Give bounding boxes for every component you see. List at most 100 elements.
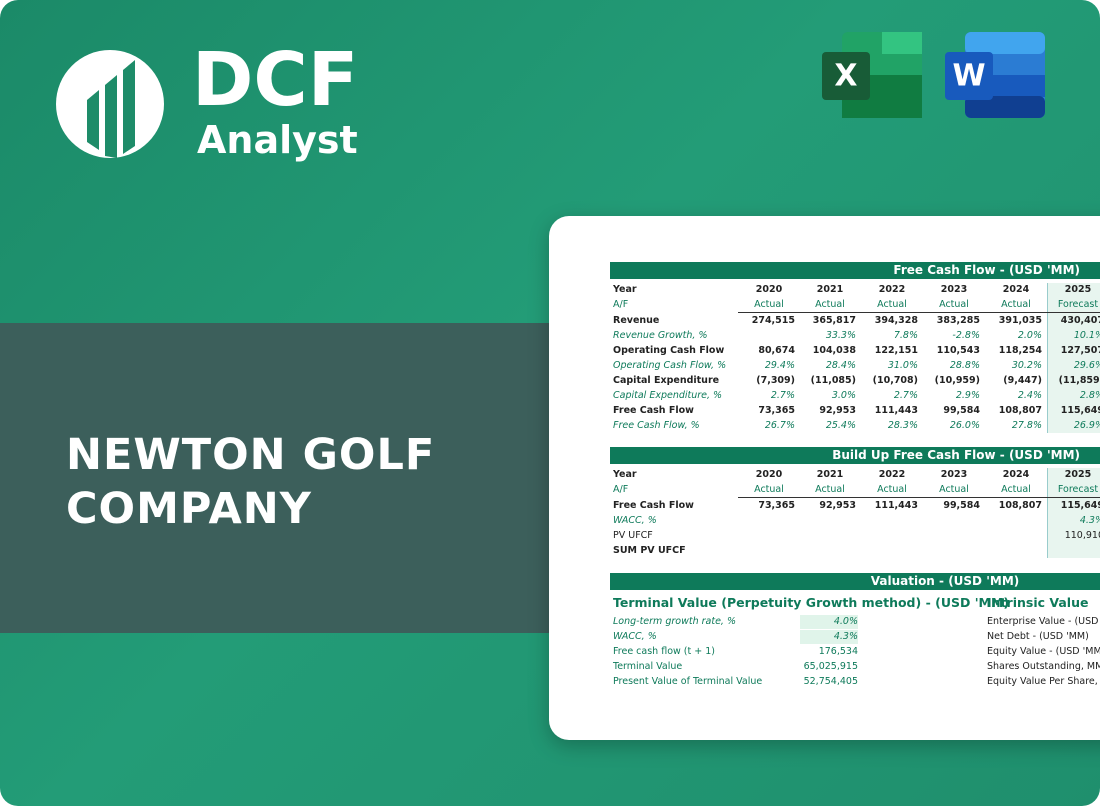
cell-value: 110,910 xyxy=(1064,530,1100,541)
section-title: Free Cash Flow - (USD 'MM) xyxy=(893,263,1080,277)
cell-value: 73,365 xyxy=(758,500,795,511)
year-header: 2023 xyxy=(940,284,968,295)
logo-mark xyxy=(56,50,164,158)
af-header: Actual xyxy=(861,483,923,498)
row-value: 52,754,405 xyxy=(803,676,858,687)
forecast-shade xyxy=(1047,283,1100,433)
year-header: 2023 xyxy=(940,469,968,480)
row-label: A/F xyxy=(613,299,629,310)
cell-value: 127,507 xyxy=(1060,345,1100,356)
cell-value: 2.9% xyxy=(955,390,980,401)
cell-value: 28.3% xyxy=(887,420,918,431)
brand-tagline: Analyst xyxy=(197,118,358,162)
af-header: Forecast xyxy=(1047,483,1100,498)
cell-value: 365,817 xyxy=(812,315,856,326)
cell-value: 108,807 xyxy=(998,500,1042,511)
row-label: SUM PV UFCF xyxy=(613,545,686,556)
year-header: 2022 xyxy=(878,469,906,480)
cell-value: 108,807 xyxy=(998,405,1042,416)
row-label: Net Debt - (USD 'MM) xyxy=(987,631,1089,642)
row-label: Capital Expenditure, % xyxy=(613,390,723,401)
af-header: Actual xyxy=(738,298,800,313)
cell-value: (10,959) xyxy=(934,375,980,386)
row-label: Shares Outstanding, MM xyxy=(987,661,1100,672)
cell-value: 2.7% xyxy=(770,390,795,401)
cell-value: 28.4% xyxy=(825,360,856,371)
af-header: Actual xyxy=(861,298,923,313)
cell-value: 29.6% xyxy=(1073,360,1100,371)
company-line: COMPANY xyxy=(66,484,312,534)
cell-value: (7,309) xyxy=(756,375,795,386)
af-header: Actual xyxy=(799,298,861,313)
cell-value: 27.8% xyxy=(1011,420,1042,431)
row-label: A/F xyxy=(613,484,629,495)
cell-value: 99,584 xyxy=(943,500,980,511)
section-title: Valuation - (USD 'MM) xyxy=(870,574,1020,588)
cell-value: 30.2% xyxy=(1011,360,1042,371)
section-bar xyxy=(610,447,1100,464)
row-value: 4.3% xyxy=(800,630,858,644)
row-label: Equity Value - (USD 'MM) xyxy=(987,646,1100,657)
year-header: 2021 xyxy=(816,469,844,480)
year-header: 2022 xyxy=(878,284,906,295)
row-label: Revenue xyxy=(613,315,660,326)
cell-value: 7.8% xyxy=(893,330,918,341)
cell-value: 110,543 xyxy=(936,345,980,356)
row-label: Free cash flow (t + 1) xyxy=(613,646,715,657)
year-header: 2020 xyxy=(755,284,783,295)
row-label: Free Cash Flow xyxy=(613,405,694,416)
af-header: Actual xyxy=(738,483,800,498)
cell-value: 104,038 xyxy=(812,345,856,356)
row-label: Long-term growth rate, % xyxy=(613,616,736,627)
cell-value: (9,447) xyxy=(1003,375,1042,386)
af-header: Forecast xyxy=(1047,298,1100,313)
row-label: Year xyxy=(613,469,637,480)
year-header: 2025 xyxy=(1064,469,1092,480)
row-label: Revenue Growth, % xyxy=(613,330,708,341)
row-value: 176,534 xyxy=(818,646,858,657)
cell-value: (10,708) xyxy=(872,375,918,386)
section-bar xyxy=(610,573,1100,590)
cell-value: 25.4% xyxy=(825,420,856,431)
row-label: Terminal Value xyxy=(613,661,683,672)
cell-value: 118,254 xyxy=(998,345,1042,356)
cell-value: 26.9% xyxy=(1073,420,1100,431)
word-letter: W xyxy=(952,59,985,94)
cell-value: 29.4% xyxy=(764,360,795,371)
cell-value: 31.0% xyxy=(887,360,918,371)
cell-value: (11,085) xyxy=(810,375,856,386)
row-label: Enterprise Value - (USD 'MM) xyxy=(987,616,1100,627)
cell-value: 80,674 xyxy=(758,345,795,356)
cell-value: 111,443 xyxy=(874,405,918,416)
cell-value: 3.0% xyxy=(831,390,856,401)
cell-value: 73,365 xyxy=(758,405,795,416)
cell-value: 28.8% xyxy=(949,360,980,371)
cell-value: -2.8% xyxy=(952,330,980,341)
brand-name: DCF xyxy=(192,37,359,123)
spreadsheet-card: Free Cash Flow - (USD 'MM) Year A/F 2020 Act… xyxy=(549,216,1100,740)
word-icon: W xyxy=(945,32,1045,118)
excel-icon: X xyxy=(822,32,922,118)
cell-value: 26.7% xyxy=(764,420,795,431)
title-band xyxy=(0,323,550,633)
row-label: PV UFCF xyxy=(613,530,653,541)
cell-value: 383,285 xyxy=(936,315,980,326)
row-label: Present Value of Terminal Value xyxy=(613,676,763,687)
cell-value: 115,649 xyxy=(1060,500,1100,511)
cell-value: 99,584 xyxy=(943,405,980,416)
af-header: Actual xyxy=(985,483,1047,498)
row-label: WACC, % xyxy=(613,515,657,526)
af-header: Actual xyxy=(985,298,1047,313)
cell-value: 115,649 xyxy=(1060,405,1100,416)
af-header: Actual xyxy=(923,483,985,498)
cell-value: 33.3% xyxy=(825,330,856,341)
cell-value: 2.7% xyxy=(893,390,918,401)
row-label: Free Cash Flow xyxy=(613,500,694,511)
row-label: Operating Cash Flow, % xyxy=(613,360,727,371)
row-label: Year xyxy=(613,284,637,295)
terminal-heading: Terminal Value (Perpetuity Growth method… xyxy=(613,595,1010,610)
row-label: Free Cash Flow, % xyxy=(613,420,700,431)
year-header: 2021 xyxy=(816,284,844,295)
row-label: Operating Cash Flow xyxy=(613,345,725,356)
